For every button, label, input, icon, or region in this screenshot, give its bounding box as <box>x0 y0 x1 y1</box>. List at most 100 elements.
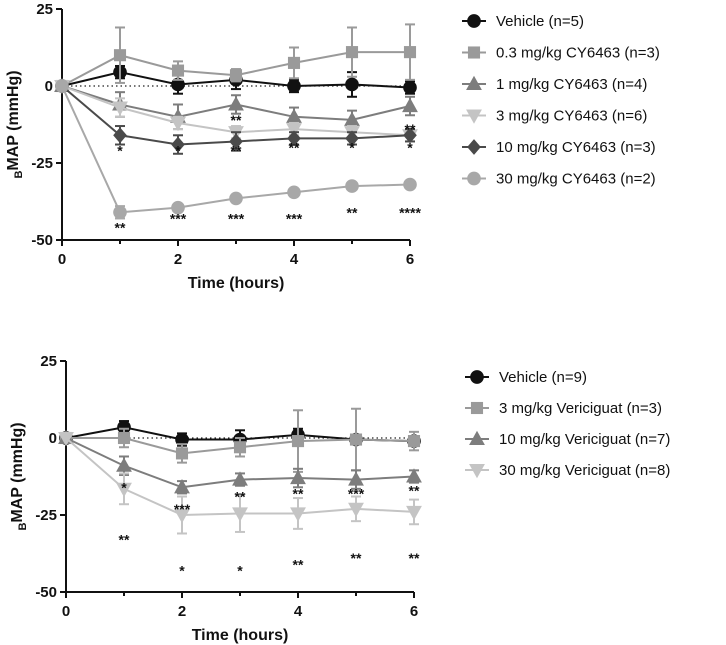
significance-annotation: * <box>179 562 185 578</box>
y-axis-title-subscript: B <box>17 523 29 531</box>
data-point <box>403 46 417 59</box>
data-point <box>229 191 243 206</box>
legend-label: 0.3 mg/kg CY6463 (n=3) <box>496 45 660 62</box>
legend-entry: 3 mg/kg CY6463 (n=6) <box>462 108 647 125</box>
legend-marker <box>466 75 482 91</box>
data-point <box>345 46 359 59</box>
data-point <box>175 432 189 447</box>
significance-annotation: *** <box>228 210 245 226</box>
data-point <box>290 507 306 522</box>
significance-annotation: *** <box>286 210 303 226</box>
significance-annotation: ** <box>115 220 126 236</box>
significance-annotation: *** <box>170 210 187 226</box>
legend-entry: 10 mg/kg Vericiguat (n=7) <box>465 430 670 448</box>
x-tick-label: 6 <box>410 603 418 620</box>
significance-annotation: ** <box>235 489 246 505</box>
significance-annotation: **** <box>399 204 421 220</box>
legend-marker <box>470 370 484 384</box>
significance-annotation: ** <box>405 121 416 137</box>
data-point <box>113 49 127 62</box>
data-point <box>116 457 132 472</box>
legend-marker <box>467 139 481 155</box>
data-point <box>349 433 363 446</box>
data-point <box>286 123 302 138</box>
legend-label: 30 mg/kg Vericiguat (n=8) <box>499 462 670 479</box>
significance-annotation: ** <box>351 550 362 566</box>
data-point <box>406 505 422 521</box>
legend-label: 30 mg/kg CY6463 (n=2) <box>496 171 656 188</box>
data-point <box>233 441 247 454</box>
legend-entry: 30 mg/kg Vericiguat (n=8) <box>465 462 670 479</box>
data-point <box>175 447 189 460</box>
y-tick-label: -50 <box>31 232 53 249</box>
series-2 <box>59 407 421 473</box>
data-point <box>55 79 69 93</box>
legend-marker <box>467 171 481 186</box>
data-point <box>228 96 244 111</box>
series-6 <box>55 79 417 220</box>
legend-entry: 30 mg/kg CY6463 (n=2) <box>462 171 656 188</box>
significance-annotation: *** <box>348 485 365 501</box>
significance-annotation: * <box>121 479 127 495</box>
data-point <box>287 56 301 69</box>
data-point <box>345 77 359 92</box>
data-point <box>287 130 301 147</box>
data-point <box>170 116 186 132</box>
legend-label: 10 mg/kg CY6463 (n=3) <box>496 139 656 156</box>
data-point <box>348 502 364 518</box>
legend-entry: 3 mg/kg Vericiguat (n=3) <box>465 400 662 417</box>
data-point <box>290 469 306 485</box>
data-point <box>403 177 417 192</box>
significance-annotation: * <box>237 562 243 578</box>
legend-entry: 1 mg/kg CY6463 (n=4) <box>462 75 647 93</box>
y-tick-label: -25 <box>31 155 53 172</box>
series-2 <box>55 23 417 93</box>
significance-annotation: *** <box>174 501 191 517</box>
x-tick-label: 0 <box>62 603 70 620</box>
series-3 <box>58 429 422 495</box>
y-axis-title-subscript: B <box>13 171 25 179</box>
x-tick-label: 4 <box>294 603 303 620</box>
y-axis-title-main: MAP (mmHg) <box>9 422 26 522</box>
data-point <box>171 64 185 77</box>
significance-annotation: ** <box>119 532 130 548</box>
x-tick-label: 2 <box>178 603 186 620</box>
data-point <box>287 185 301 200</box>
series-5 <box>55 78 417 155</box>
legend-entry: Vehicle (n=9) <box>465 369 587 386</box>
significance-annotation: ** <box>289 140 300 156</box>
data-point <box>229 69 243 82</box>
data-point <box>229 133 243 150</box>
data-point <box>58 431 74 447</box>
data-point <box>345 179 359 193</box>
significance-annotation: ** <box>231 143 242 159</box>
y-tick-label: 0 <box>45 78 53 95</box>
data-point <box>287 79 301 93</box>
legend-marker <box>467 14 481 28</box>
x-axis-title: Time (hours) <box>192 627 289 644</box>
x-tick-label: 6 <box>406 251 414 268</box>
legend-marker <box>467 46 481 59</box>
chart-panel-2: 25 0 -25 -50 0 2 4 6 Time (hours) BMAP (mmHg) Vehi… <box>9 353 670 644</box>
data-point <box>291 435 305 448</box>
data-point <box>171 77 185 92</box>
data-point <box>174 479 190 494</box>
legend-label: Vehicle (n=5) <box>496 13 584 30</box>
significance-annotation: ** <box>409 482 420 498</box>
legend-marker <box>470 401 484 415</box>
legend-entry: 0.3 mg/kg CY6463 (n=3) <box>462 45 660 62</box>
data-point <box>232 507 248 522</box>
significance-annotation: * <box>117 143 123 159</box>
x-tick-label: 2 <box>174 251 182 268</box>
y-axis-title: BMAP (mmHg) <box>5 70 25 178</box>
legend-label: 10 mg/kg Vericiguat (n=7) <box>499 431 670 448</box>
legend-label: 1 mg/kg CY6463 (n=4) <box>496 76 647 93</box>
data-point <box>344 111 360 126</box>
data-point <box>403 80 417 95</box>
y-tick-label: 25 <box>36 1 53 18</box>
chart-panel-1: 25 0 -25 -50 0 2 4 6 Time (hours) BMAP (mmHg) Vehi… <box>5 1 660 292</box>
data-point <box>113 205 127 220</box>
legend-entry: Vehicle (n=5) <box>462 13 584 30</box>
data-point <box>407 435 421 448</box>
